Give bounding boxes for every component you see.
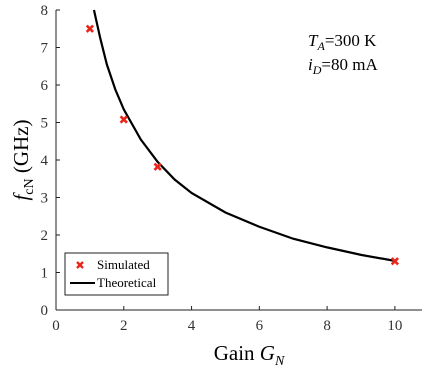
legend: Simulated Theoretical	[64, 252, 169, 296]
simulated-point	[119, 115, 128, 124]
simulated-point	[390, 257, 400, 266]
simulated-point	[153, 162, 162, 171]
y-tick-label: 7	[41, 41, 49, 57]
marks-layer	[85, 9, 400, 266]
x-tick-label: 4	[188, 318, 196, 334]
annotations-layer: TA=300 KiD=80 mA	[308, 31, 378, 77]
legend-theoretical-label: Theoretical	[97, 275, 157, 290]
legend-simulated-marker	[76, 261, 84, 269]
y-tick-label: 1	[41, 266, 49, 282]
simulated-point	[85, 24, 95, 33]
x-tick-label: 2	[120, 318, 128, 334]
y-tick-label: 6	[41, 78, 49, 94]
x-axis-title: Gain GN	[214, 341, 285, 369]
y-tick-label: 0	[41, 303, 49, 319]
legend-simulated-label: Simulated	[97, 257, 150, 272]
y-tick-label: 3	[41, 191, 49, 207]
annotation-1: iD=80 mA	[308, 55, 378, 77]
x-tick-label: 0	[52, 318, 60, 334]
y-tick-label: 5	[41, 116, 49, 132]
x-tick-label: 8	[323, 318, 331, 334]
axes-layer: 0 2 4 6 8 10 0 1 2 3 4 5 6 7 8 Gain GN fcN (GHz)	[9, 3, 422, 369]
annotation-0: TA=300 K	[308, 31, 377, 53]
x-tick-label: 6	[256, 318, 264, 334]
legend-box	[64, 252, 169, 296]
y-tick-label: 2	[41, 228, 49, 244]
y-tick-label: 4	[41, 153, 49, 169]
y-tick-label: 8	[41, 3, 49, 19]
x-tick-label: 10	[387, 318, 402, 334]
theoretical-line	[92, 9, 396, 262]
y-axis-title: fcN (GHz)	[9, 119, 37, 200]
